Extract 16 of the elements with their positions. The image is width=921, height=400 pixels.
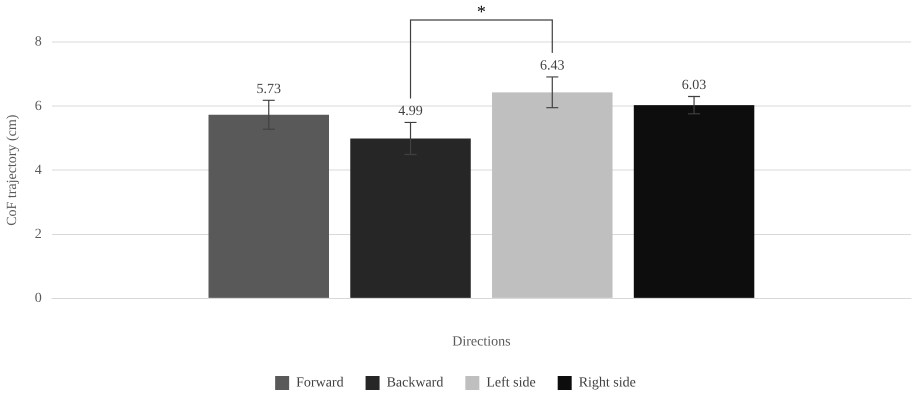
legend-label: Right side (578, 376, 636, 391)
legend-label: Backward (386, 376, 444, 391)
legend-label: Left side (486, 376, 536, 391)
y-tick-label: 2 (34, 226, 42, 242)
y-tick-label: 8 (34, 34, 42, 50)
data-label: 5.73 (256, 82, 281, 98)
x-axis-title: Directions (452, 334, 511, 350)
y-axis-title: CoF trajectory (cm) (5, 114, 20, 226)
data-label: 6.03 (682, 78, 706, 94)
y-tick-label: 0 (34, 291, 42, 306)
y-tick-label: 4 (34, 162, 42, 178)
data-label: 6.43 (540, 58, 565, 74)
y-tick-label: 6 (34, 98, 42, 114)
text: * (476, 2, 486, 22)
data-label: 4.99 (398, 104, 423, 120)
legend-label: Forward (296, 376, 344, 391)
